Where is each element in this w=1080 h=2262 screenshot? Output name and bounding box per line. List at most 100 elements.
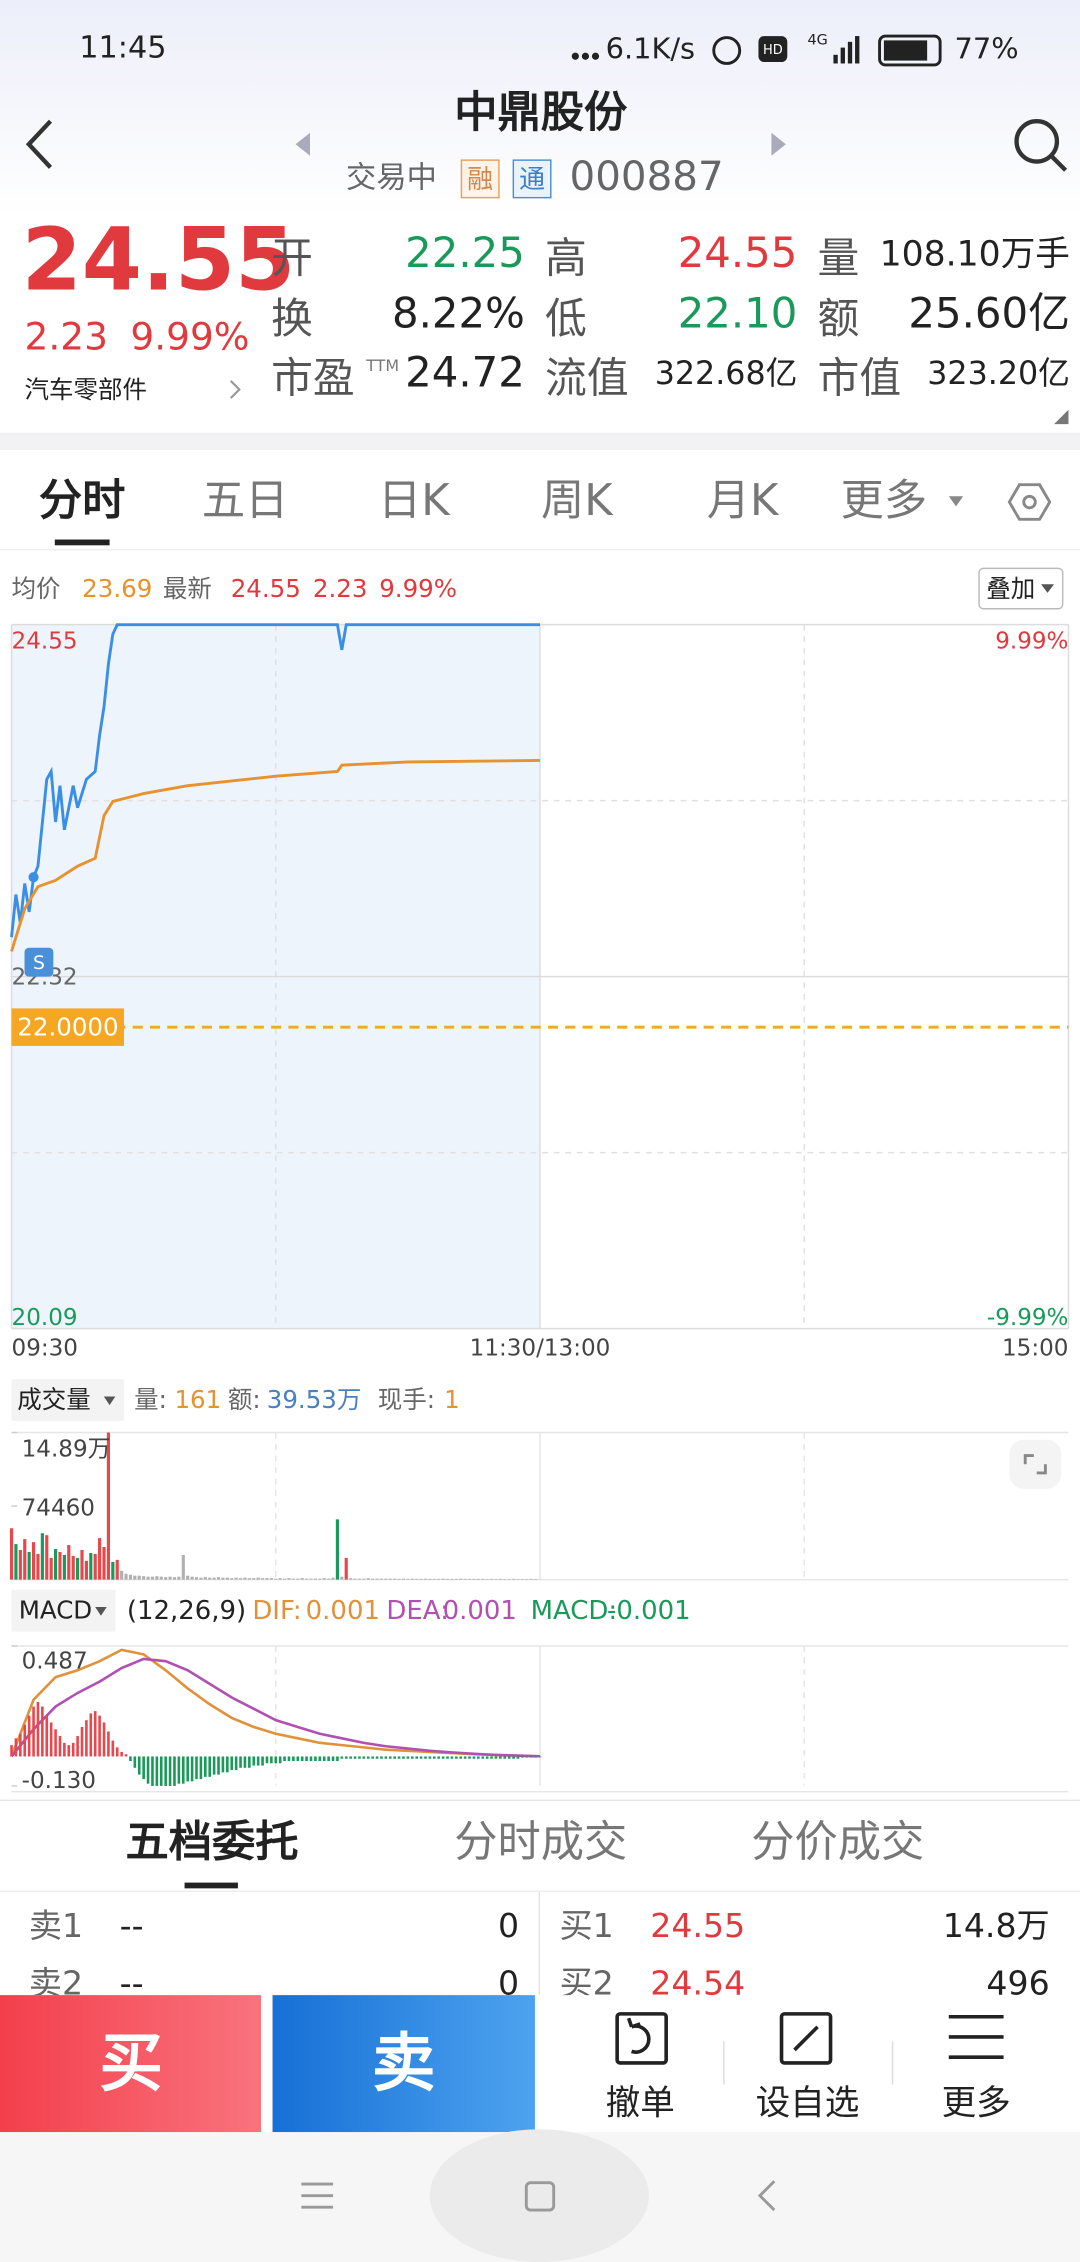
- volume-bar: [379, 1578, 384, 1580]
- volume-bar: [128, 1574, 133, 1580]
- stat-value: -0.001: [607, 1596, 691, 1626]
- buy-button[interactable]: [0, 1995, 261, 2133]
- volume-bar: [172, 1577, 177, 1580]
- more-button[interactable]: [948, 2014, 1004, 2059]
- nav-home-pill: [429, 2129, 649, 2262]
- volume-bar: [362, 1578, 366, 1580]
- macd-bar: [111, 1740, 115, 1757]
- y-tick-label: 74460: [22, 1495, 95, 1521]
- tab[interactable]: 日K: [378, 476, 451, 526]
- nav-back[interactable]: [757, 2180, 776, 2212]
- field-value: 25.60亿: [908, 288, 1069, 337]
- tab[interactable]: 月K: [707, 476, 780, 526]
- stock-name: 中鼎股份: [454, 88, 628, 138]
- tab[interactable]: 更多: [841, 476, 927, 526]
- volume-bar: [71, 1555, 75, 1580]
- indicator-select[interactable]: [11, 1379, 125, 1421]
- tab[interactable]: 周K: [541, 476, 614, 526]
- expand-corner[interactable]: [1054, 409, 1069, 425]
- overlay-label: 叠加: [986, 574, 1035, 603]
- macd-bar: [19, 1733, 22, 1757]
- volume-bar: [230, 1578, 234, 1580]
- stat-value: 0.001: [443, 1596, 517, 1626]
- volume-bar: [247, 1578, 251, 1580]
- macd-bar: [362, 1756, 366, 1759]
- volume-bar: [410, 1578, 414, 1580]
- macd-bar: [190, 1756, 194, 1782]
- macd-bar: [305, 1756, 308, 1761]
- settings-icon[interactable]: [1007, 483, 1052, 521]
- expand-button[interactable]: [1009, 1439, 1062, 1489]
- macd-bar: [402, 1756, 405, 1759]
- sell-button[interactable]: [272, 1995, 535, 2133]
- volume-bar: [137, 1575, 141, 1580]
- y-tick-label: 24.55: [12, 628, 78, 654]
- volume-bar: [318, 1578, 322, 1580]
- field-label: 流值: [545, 353, 629, 402]
- volume-bar: [287, 1578, 291, 1580]
- field-value: 24.55: [678, 228, 798, 277]
- order-tab[interactable]: 分时成交: [454, 1818, 627, 1868]
- macd-bar: [93, 1711, 97, 1757]
- price-change: 2.23: [25, 315, 108, 359]
- volume-bar: [274, 1578, 278, 1580]
- cancel-button[interactable]: [615, 2012, 668, 2065]
- overlay-button[interactable]: [978, 567, 1064, 610]
- macd-bar: [468, 1756, 471, 1759]
- volume-bar: [494, 1579, 498, 1580]
- macd-bar: [371, 1756, 374, 1759]
- volume-bar: [80, 1550, 84, 1580]
- volume-bar: [36, 1553, 40, 1580]
- volume-bar: [199, 1577, 203, 1580]
- macd-bar: [358, 1756, 361, 1759]
- macd-bar: [248, 1756, 251, 1768]
- order-price: --: [120, 1964, 144, 2003]
- nav-menu[interactable]: [301, 2182, 334, 2209]
- volume-bar: [423, 1578, 428, 1580]
- tab[interactable]: 五日: [202, 476, 288, 526]
- prev-stock[interactable]: [295, 132, 311, 156]
- volume-bar: [181, 1554, 185, 1580]
- search-button[interactable]: [1014, 119, 1068, 172]
- y-tick-label: 0.487: [22, 1648, 88, 1674]
- macd-bar: [349, 1756, 352, 1759]
- tab[interactable]: 分时: [39, 476, 125, 526]
- field-value: 8.22%: [392, 288, 525, 337]
- industry[interactable]: 汽车零部件: [25, 375, 147, 404]
- volume-bar: [467, 1578, 472, 1580]
- order-tab[interactable]: 五档委托: [125, 1818, 298, 1868]
- volume-bar: [84, 1560, 88, 1580]
- macd-bar: [327, 1756, 330, 1761]
- volume-bar: [291, 1578, 295, 1580]
- volume-bar: [58, 1551, 62, 1580]
- macd-bar: [217, 1756, 220, 1775]
- y2-tick-label: -9.99%: [987, 1305, 1069, 1331]
- volume-bar: [428, 1578, 432, 1580]
- macd-bar: [433, 1756, 436, 1759]
- field-label: 市值: [818, 353, 902, 402]
- volume-bar: [384, 1578, 388, 1580]
- nav-home[interactable]: [524, 2181, 556, 2212]
- field-label: 市盈: [271, 353, 355, 402]
- legend-label: 最新: [163, 574, 212, 603]
- back-button[interactable]: [25, 119, 53, 169]
- macd-bar: [415, 1756, 418, 1759]
- order-tab[interactable]: 分价成交: [751, 1818, 924, 1868]
- volume-bar: [441, 1578, 445, 1580]
- x-tick-label: 15:00: [1002, 1335, 1068, 1361]
- macd-bar: [503, 1756, 507, 1759]
- volume-bar: [115, 1559, 119, 1580]
- macd-bar: [120, 1751, 123, 1757]
- macd-bar: [287, 1756, 291, 1761]
- watch-button[interactable]: [779, 2012, 833, 2065]
- volume-bar: [357, 1578, 362, 1580]
- order-label: 卖1: [29, 1906, 83, 1945]
- volume-bar: [124, 1573, 128, 1580]
- volume-bar: [27, 1551, 31, 1580]
- legend-value: 23.69: [82, 574, 152, 603]
- macd-bar: [239, 1756, 242, 1768]
- macd-bar: [71, 1742, 75, 1757]
- macd-bar: [89, 1713, 93, 1757]
- macd-bar: [538, 1756, 542, 1758]
- next-stock[interactable]: [771, 132, 786, 156]
